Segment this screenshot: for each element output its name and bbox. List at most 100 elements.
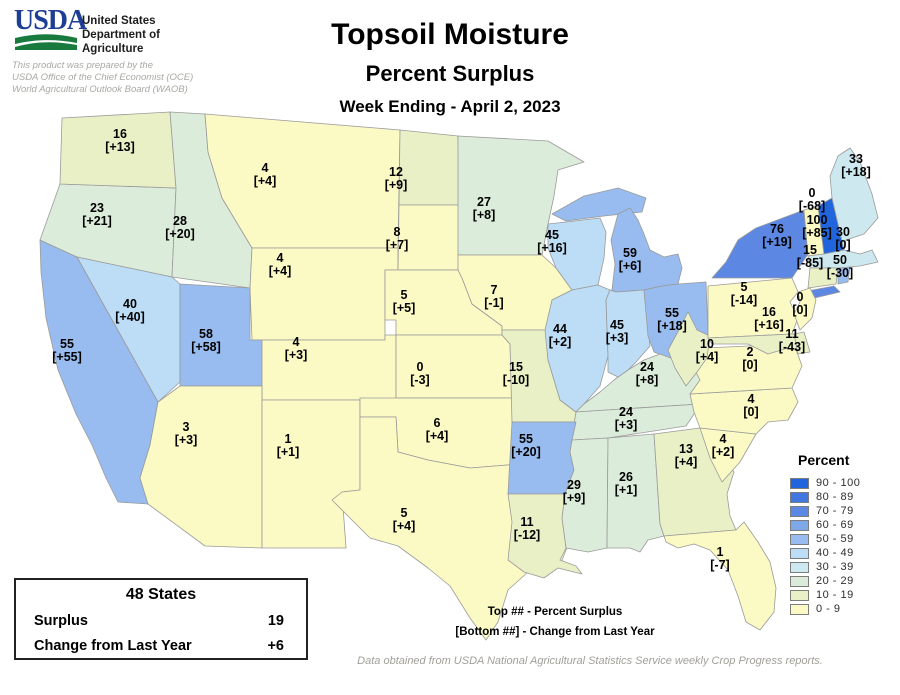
state-label-MS: 29 [+9] [563, 478, 586, 505]
state-label-MD: 16 [+16] [754, 305, 784, 332]
source-note: Data obtained from USDA National Agricul… [357, 655, 823, 667]
legend-swatch [790, 491, 809, 503]
legend-label: 40 - 49 [816, 547, 854, 559]
state-label-FL: 1 [-7] [710, 545, 729, 572]
state-label-WY: 4 [+4] [269, 251, 292, 278]
state-NC [689, 387, 799, 435]
state-KS [395, 334, 513, 399]
usda-logo-text: USDA [14, 5, 87, 36]
legend-label: 90 - 100 [816, 477, 861, 489]
summary-row: Change from Last Year +6 [16, 638, 306, 654]
page-title: Topsoil Moisture [331, 18, 569, 51]
prepared-line: This product was prepared by the [12, 60, 153, 71]
state-WY [249, 247, 399, 341]
state-label-WI: 45 [+16] [537, 228, 567, 255]
legend-swatch [790, 603, 809, 615]
state-label-IA: 7 [-1] [484, 283, 503, 310]
state-label-CT: 15 [-85] [797, 243, 823, 270]
state-MI [610, 207, 683, 293]
state-IN [605, 289, 651, 379]
legend-swatch [790, 505, 809, 517]
state-label-VA: 2 [0] [742, 345, 757, 372]
state-label-IN: 45 [+3] [606, 318, 629, 345]
state-CO [261, 334, 397, 401]
summary-title: 48 States [125, 586, 197, 603]
legend-swatch [790, 477, 809, 489]
legend-row: 40 - 49 [790, 546, 860, 560]
agency-name: United States Department of Agriculture [82, 14, 160, 56]
legend-label: 0 - 9 [816, 603, 841, 615]
state-label-ID: 28 [+20] [165, 214, 195, 241]
key-note-line: [Bottom ##] - Change from Last Year [455, 626, 655, 638]
state-DE [793, 331, 811, 355]
key-note-line: Top ## - Percent Surplus [487, 606, 623, 618]
agency-line: Agriculture [82, 43, 144, 55]
legend-row: 70 - 79 [790, 504, 860, 518]
legend-label: 20 - 29 [816, 575, 854, 587]
state-label-VT: 0 [-68] [799, 186, 825, 213]
state-label-OK: 6 [+4] [426, 416, 449, 443]
state-NM [261, 399, 361, 549]
state-label-PA: 5 [-14] [731, 280, 757, 307]
state-label-AL: 26 [+1] [615, 470, 638, 497]
summary-row: Surplus 19 [16, 613, 306, 629]
state-label-MO: 15 [-10] [503, 360, 529, 387]
prepared-line: USDA Office of the Chief Economist (OCE) [12, 72, 194, 83]
summary-row-label: Surplus [34, 613, 88, 629]
state-NJ [793, 287, 817, 331]
legend-swatch [790, 575, 809, 587]
state-label-MT: 4 [+4] [254, 161, 277, 188]
state-ME [829, 147, 879, 251]
prepared-line: World Agricultural Outlook Board (WAOB) [12, 84, 188, 95]
state-label-KY: 24 [+8] [636, 360, 659, 387]
legend-label: 70 - 79 [816, 505, 854, 517]
prepared-by-note: This product was prepared by the USDA Of… [12, 60, 212, 96]
summary-box: 48 States Surplus 19 Change from Last Ye… [14, 578, 308, 660]
state-label-ME: 33 [+18] [841, 152, 871, 179]
legend-swatch [790, 519, 809, 531]
legend-label: 60 - 69 [816, 519, 854, 531]
state-label-WA: 16 [+13] [105, 127, 135, 154]
legend-rows: 90 - 100 80 - 89 70 - 79 60 - 69 50 - 59 40 -… [790, 476, 860, 616]
legend-swatch [790, 589, 809, 601]
state-label-AZ: 3 [+3] [175, 420, 198, 447]
state-label-NJ: 0 [0] [792, 290, 807, 317]
legend-label: 10 - 19 [816, 589, 854, 601]
state-label-UT: 58 [+58] [191, 327, 221, 354]
state-AZ [139, 385, 263, 549]
usda-logo: USDA [14, 5, 87, 56]
state-label-MN: 27 [+8] [473, 195, 496, 222]
legend-label: 30 - 39 [816, 561, 854, 573]
state-label-ND: 12 [+9] [385, 165, 408, 192]
state-label-MI: 59 [+6] [619, 246, 642, 273]
map-legend: Percent 90 - 100 80 - 89 70 - 79 60 - 69 50 … [790, 452, 860, 616]
legend-title: Percent [798, 452, 850, 468]
state-label-LA: 11 [-12] [514, 515, 540, 542]
state-label-CO: 4 [+3] [285, 335, 308, 362]
title-block: Topsoil Moisture Percent Surplus Week En… [200, 0, 700, 117]
page-subtitle: Percent Surplus [365, 61, 535, 86]
state-RI [837, 266, 851, 285]
state-label-AR: 55 [+20] [511, 432, 541, 459]
state-label-MA: 30 [0] [835, 225, 850, 252]
state-label-NY: 76 [+19] [762, 222, 792, 249]
state-label-NH: 100 [+85] [802, 213, 832, 240]
state-label-IL: 44 [+2] [549, 322, 572, 349]
state-WV [667, 311, 711, 387]
state-ND [398, 129, 461, 206]
legend-row: 10 - 19 [790, 588, 860, 602]
state-label-NM: 1 [+1] [277, 432, 300, 459]
state-label-OR: 23 [+21] [82, 201, 112, 228]
state-label-SD: 8 [+7] [386, 225, 409, 252]
legend-row: 60 - 69 [790, 518, 860, 532]
state-label-WV: 10 [+4] [696, 337, 719, 364]
legend-label: 80 - 89 [816, 491, 854, 503]
summary-row-label: Change from Last Year [34, 638, 192, 654]
legend-label: 50 - 59 [816, 533, 854, 545]
state-label-OH: 55 [+18] [657, 306, 687, 333]
legend-row: 90 - 100 [790, 476, 860, 490]
state-label-TN: 24 [+3] [615, 405, 638, 432]
legend-row: 20 - 29 [790, 574, 860, 588]
agency-line: United States [82, 15, 156, 27]
